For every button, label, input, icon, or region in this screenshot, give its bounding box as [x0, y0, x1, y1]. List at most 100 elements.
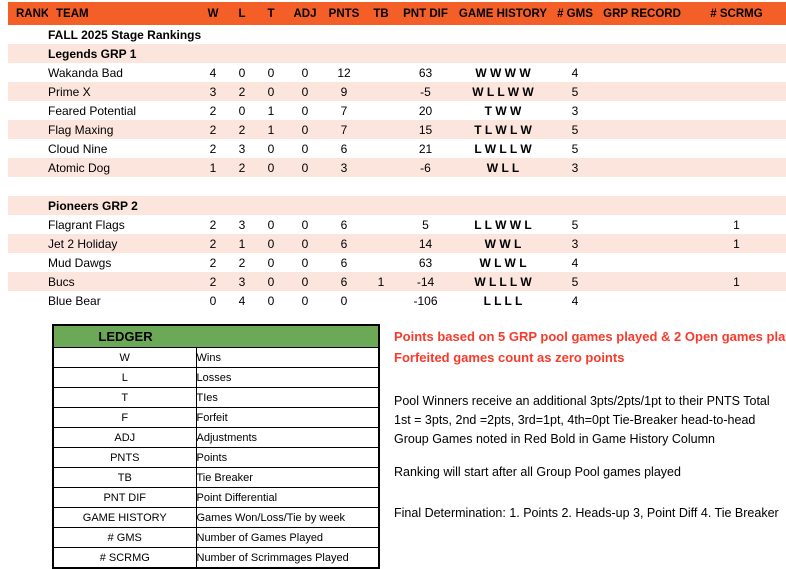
ledger-abbr: PNT DIF: [52, 487, 197, 508]
cell-gms: 3: [553, 234, 597, 253]
cell-pnts: 0: [340, 293, 348, 308]
cell-rank: [8, 291, 48, 310]
cell-pnt-dif: -5: [398, 82, 453, 101]
cell-rank: [8, 234, 48, 253]
cell-ties: 0: [256, 234, 286, 253]
cell-team: Cloud Nine: [48, 141, 108, 156]
ledger-abbr: PNTS: [52, 447, 197, 468]
ledger-desc: TIes: [195, 387, 380, 408]
group2-name: Pioneers GRP 2: [48, 196, 786, 215]
note-pool-winners: Pool Winners receive an additional 3pts/…: [394, 394, 770, 408]
cell-team: Jet 2 Holiday: [48, 234, 198, 253]
cell-wins: 2: [209, 141, 217, 156]
cell-wins: 2: [209, 217, 217, 232]
cell-grp-record: [597, 234, 687, 253]
cell-ties: 0: [256, 158, 286, 177]
note-final-determination: Final Determination: 1. Points 2. Heads-…: [394, 506, 779, 520]
cell-ties: 0: [267, 141, 275, 156]
cell-rank: [8, 63, 48, 82]
cell-game-history: W L L L W: [453, 272, 553, 291]
ledger-desc: Tie Breaker: [195, 467, 380, 488]
ledger-desc: Losses: [195, 367, 380, 388]
ledger-row: ADJ Adjustments: [52, 427, 380, 448]
ledger-desc: Number of Scrimmages Played: [195, 547, 380, 569]
cell-pnt-dif: 5: [422, 217, 429, 232]
cell-wins: 4: [209, 65, 217, 80]
cell-tb: [364, 120, 398, 139]
col-header-t: T: [256, 2, 286, 25]
col-header-adj: ADJ: [286, 2, 324, 25]
cell-losses: 2: [228, 120, 256, 139]
cell-grp-record: [597, 101, 687, 120]
cell-scrmg: [687, 291, 786, 310]
cell-pnt-dif: 15: [398, 120, 453, 139]
header-row: RANK TEAM W L T ADJ PNTS TB PNT DIF GAME…: [8, 2, 786, 25]
cell-game-history: W L L: [453, 158, 553, 177]
cell-losses: 3: [228, 272, 256, 291]
ledger-row: PNT DIF Point Differential: [52, 487, 380, 508]
cell-gms: 4: [571, 255, 579, 270]
note-forfeit-rule: Forfeited games count as zero points: [394, 350, 625, 365]
cell-adj: 0: [301, 255, 309, 270]
spacer-row: [8, 177, 786, 196]
cell-rank: [8, 215, 48, 234]
cell-grp-record: [597, 63, 687, 82]
cell-adj: 0: [301, 65, 309, 80]
cell-team: Prime X: [48, 82, 198, 101]
cell-adj: 0: [286, 272, 324, 291]
ledger-abbr: L: [52, 367, 197, 388]
cell-tb: [364, 215, 398, 234]
cell-grp-record: [597, 291, 687, 310]
cell-scrmg: [687, 253, 786, 272]
cell-losses: 2: [228, 158, 256, 177]
cell-scrmg: 1: [733, 217, 740, 232]
cell-losses: 1: [228, 234, 256, 253]
cell-pnts: 7: [324, 120, 364, 139]
cell-wins: 3: [198, 82, 228, 101]
cell-scrmg: [687, 63, 786, 82]
ledger-title-label: LEDGER: [98, 329, 153, 344]
cell-tb: [364, 291, 398, 310]
cell-pnt-dif: 63: [418, 255, 433, 270]
cell-gms: 4: [571, 293, 579, 308]
cell-ties: 1: [256, 120, 286, 139]
team-row: Flagrant Flags 2 3 0 0 6 5 L L W W L 5 1: [8, 215, 786, 234]
ledger-abbr: # GMS: [52, 527, 197, 548]
ledger-abbr: T: [52, 387, 197, 408]
col-header-gms: # GMS: [553, 2, 597, 25]
ledger-abbr: W: [52, 347, 197, 368]
cell-team: Feared Potential: [48, 103, 137, 118]
cell-game-history: L L L L: [483, 293, 523, 308]
cell-pnts: 12: [337, 65, 351, 80]
team-row: Prime X 3 2 0 0 9 -5 W L L W W 5: [8, 82, 786, 101]
col-header-team: TEAM: [48, 2, 198, 25]
cell-adj: 0: [301, 103, 309, 118]
cell-wins: 2: [209, 255, 217, 270]
cell-pnts: 3: [324, 158, 364, 177]
cell-adj: 0: [301, 141, 309, 156]
cell-grp-record: [597, 253, 687, 272]
ledger-abbr: F: [52, 407, 197, 428]
ledger-desc: Adjustments: [195, 427, 380, 448]
rankings-table: RANK TEAM W L T ADJ PNTS TB PNT DIF GAME…: [8, 2, 786, 310]
cell-pnts: 6: [324, 272, 364, 291]
cell-grp-record: [597, 215, 687, 234]
cell-tb: 1: [364, 272, 398, 291]
ledger-header-row: LEDGER: [52, 324, 380, 348]
ledger-title: LEDGER: [52, 324, 380, 348]
cell-grp-record: [597, 82, 687, 101]
col-header-grp-record: GRP RECORD: [597, 2, 687, 25]
cell-adj: 0: [286, 82, 324, 101]
cell-team: Blue Bear: [48, 293, 101, 308]
cell-losses: 3: [238, 217, 246, 232]
cell-team: Wakanda Bad: [48, 65, 123, 80]
cell-ties: 0: [267, 217, 275, 232]
cell-scrmg: 1: [687, 234, 786, 253]
cell-scrmg: [687, 120, 786, 139]
cell-ties: 0: [267, 255, 275, 270]
cell-rank: [8, 196, 48, 215]
ledger-row: TB Tie Breaker: [52, 467, 380, 488]
cell-scrmg: [687, 82, 786, 101]
cell-scrmg: [687, 158, 786, 177]
cell-losses: 3: [238, 141, 246, 156]
